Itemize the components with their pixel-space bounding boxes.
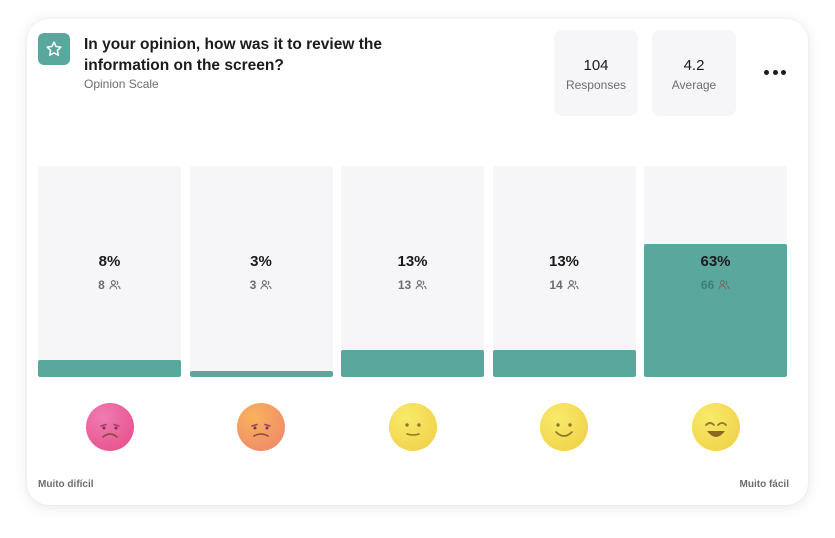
bar-1[interactable]: 8% 8 (38, 166, 181, 377)
people-icon (260, 280, 272, 290)
bar-count-value: 66 (700, 278, 715, 292)
responses-label: Responses (565, 78, 627, 92)
bar-percent-label: 13% (397, 253, 428, 270)
bar-percent-label: 63% (700, 253, 731, 270)
people-icon (718, 280, 730, 290)
bar-fill (341, 349, 484, 377)
neutral-face-icon (388, 403, 437, 451)
bar-response-count: 66 (644, 278, 787, 292)
very-sad-face-icon (85, 403, 134, 451)
bar-fill (189, 370, 333, 377)
bar-response-count: 13 (341, 278, 484, 292)
bar-fill (644, 244, 787, 377)
scale-low-label: Muito difícil (38, 479, 94, 490)
bar-percent-label: 3% (250, 253, 272, 270)
question-title: In your opinion, how was it to review th… (84, 36, 382, 74)
people-icon (567, 280, 579, 290)
question-card: In your opinion, how was it to review th… (27, 19, 808, 505)
people-icon (109, 280, 121, 290)
star-icon (46, 41, 62, 56)
bar-count-value: 14 (549, 278, 563, 292)
scale-high-label: Muito fácil (739, 479, 789, 490)
sad-face-icon (237, 403, 285, 451)
very-happy-face-icon (691, 403, 740, 451)
bar-response-count: 8 (38, 278, 181, 292)
bar-response-count: 14 (493, 278, 636, 292)
more-options-button[interactable] (764, 68, 786, 76)
bar-fill (38, 360, 181, 377)
average-stat: 4.2 Average (652, 30, 736, 116)
responses-stat: 104 Responses (554, 30, 638, 116)
responses-count: 104 (583, 57, 609, 74)
bar-count-value: 8 (98, 278, 105, 292)
average-label: Average (671, 78, 717, 92)
bar-percent-label: 8% (98, 253, 121, 270)
bar-percent-label: 13% (548, 253, 580, 270)
question-type-badge (38, 33, 70, 65)
bar-count-value: 3 (249, 278, 257, 292)
bar-count-value: 13 (397, 278, 412, 292)
bar-4[interactable]: 13% 14 (492, 166, 636, 377)
average-value: 4.2 (683, 57, 705, 74)
bar-2[interactable]: 3% 3 (189, 166, 333, 377)
question-type-label: Opinion Scale (84, 77, 159, 91)
bar-response-count: 3 (190, 278, 333, 292)
people-icon (415, 280, 427, 290)
more-dots-icon (764, 69, 769, 75)
happy-face-icon (540, 403, 588, 451)
bar-3[interactable]: 13% 13 (341, 166, 484, 377)
bar-5[interactable]: 63% 66 (644, 166, 787, 377)
bar-fill (492, 349, 636, 377)
